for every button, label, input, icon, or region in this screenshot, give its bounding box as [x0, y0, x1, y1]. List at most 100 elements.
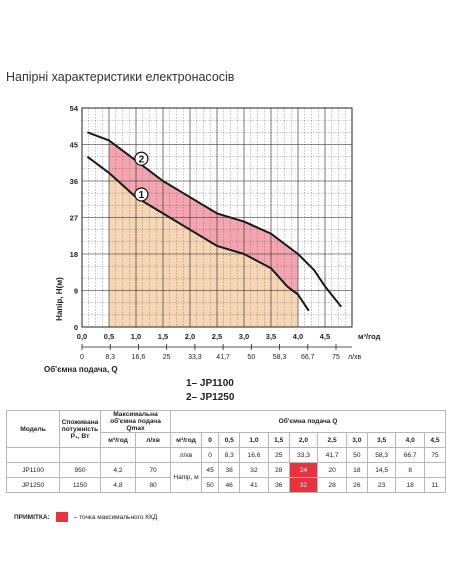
flow-lmin: 0 — [200, 447, 220, 463]
row-qmax-m3: 4,8 — [100, 477, 136, 493]
page-title: Напірні характеристики електронасосів — [6, 70, 235, 84]
x-tick-label-secondary: 75 — [332, 354, 340, 361]
flow-unit-lmin: л/хв — [170, 447, 202, 463]
y-tick-label: 36 — [70, 177, 78, 186]
empty-cell — [6, 447, 60, 463]
col-model-header: Модель — [6, 410, 60, 448]
x-tick-label-secondary: 41,7 — [216, 354, 230, 361]
unit-m3: м³/год — [100, 432, 136, 448]
table-row: JP1250 1150 4,8 80 50 46 41 36 32 28 26 … — [6, 477, 447, 493]
y-axis-label: Напір, Н(м) — [55, 277, 64, 321]
flow-m3: 3,0 — [345, 432, 368, 448]
curve-marker-circle — [134, 187, 149, 202]
row-head: 8 — [395, 462, 425, 478]
flow-lmin: 75 — [423, 447, 447, 463]
flow-lmin: 66,7 — [395, 447, 425, 463]
flow-lmin: 41,7 — [317, 447, 347, 463]
pump-curve-chart: 2 1 54 45 36 27 18 9 0 Напір, Н(м) 0,0 0,5 1,0 1,5 2,0… — [44, 104, 381, 374]
row-head: 45 — [200, 462, 220, 478]
x-tick-label: 3,5 — [266, 332, 276, 341]
spec-table: Модель Споживана потужність P₁, Вт Макси… — [6, 410, 447, 493]
col-qmax-header: Максимальна об'ємна подача Qmax — [100, 410, 171, 433]
x-tick-label-secondary: 25 — [163, 354, 171, 361]
x-tick-label-secondary: 58,3 — [273, 354, 287, 361]
row-qmax-l: 80 — [135, 477, 171, 493]
x-tick-label: 2,0 — [185, 332, 195, 341]
row-head: 28 — [267, 462, 290, 478]
row-head: 11 — [423, 477, 447, 493]
note: ПРИМІТКА: – точка максимального ККД — [14, 512, 157, 522]
head-label: Напір, м — [170, 462, 202, 493]
unit-lmin: л/хв — [135, 432, 171, 448]
y-tick-label: 45 — [70, 141, 78, 150]
plot-frame — [81, 107, 353, 328]
row-head: 18 — [345, 462, 368, 478]
flow-lmin: 25 — [267, 447, 290, 463]
row-head: 20 — [317, 462, 347, 478]
row-head: 46 — [218, 477, 241, 493]
flow-m3: 0,5 — [218, 432, 241, 448]
row-head — [423, 462, 447, 478]
x-tick-label-secondary: 8,3 — [105, 354, 115, 361]
flow-m3: 1,0 — [239, 432, 269, 448]
x-tick-label-secondary: 16,6 — [132, 354, 146, 361]
empty-cell — [135, 447, 171, 463]
x-axis-label: Об'ємна подача, Q — [44, 365, 118, 374]
y-tick-label: 27 — [70, 214, 78, 223]
x-tick-label: 4,5 — [320, 332, 330, 341]
flow-lmin: 8,3 — [218, 447, 241, 463]
row-qmax-l: 70 — [135, 462, 171, 478]
x-unit-primary: м³/год — [358, 332, 381, 341]
x-tick-label: 0,5 — [104, 332, 114, 341]
row-model: JP1100 — [6, 462, 60, 478]
curve-series-2 — [87, 131, 342, 308]
flow-m3: 2,0 — [288, 432, 319, 448]
row-head: 36 — [267, 477, 290, 493]
x-tick-label-secondary: 0 — [80, 354, 84, 361]
row-model: JP1250 — [6, 477, 60, 493]
flow-lmin: 50 — [345, 447, 368, 463]
x-tick-label: 1,5 — [158, 332, 168, 341]
max-efficiency-swatch — [55, 512, 68, 522]
x-tick-label: 2,5 — [212, 332, 222, 341]
col-power-header: Споживана потужність P₁, Вт — [59, 410, 101, 448]
x-unit-secondary: л/хв — [348, 354, 362, 361]
flow-m3: 4,0 — [395, 432, 425, 448]
row-head: 50 — [200, 477, 220, 493]
curve-marker-circle — [134, 151, 149, 166]
flow-m3: 2,5 — [317, 432, 347, 448]
empty-cell — [100, 447, 136, 463]
flow-m3: 0 — [200, 432, 220, 448]
y-tick-label: 9 — [74, 287, 78, 296]
x-tick-label: 0,0 — [77, 332, 87, 341]
x-tick-label-secondary: 50 — [247, 354, 255, 361]
curve-marker-label: 1 — [139, 190, 145, 201]
col-flow-header: Об'ємна подача Q — [170, 410, 446, 433]
row-qmax-m3: 4,2 — [100, 462, 136, 478]
note-label: ПРИМІТКА: — [14, 513, 50, 521]
table-row: JP1100 950 4,2 70 Напір, м 45 38 32 28 2… — [6, 462, 447, 493]
flow-lmin: 33,3 — [288, 447, 319, 463]
y-tick-label: 0 — [74, 323, 78, 332]
y-tick-label: 18 — [70, 250, 78, 259]
empty-cell — [59, 447, 101, 463]
row-head: 26 — [345, 477, 368, 493]
row-power: 950 — [59, 462, 101, 478]
flow-unit-m3: м³/год — [170, 432, 202, 448]
row-head: 38 — [218, 462, 241, 478]
curve-series-1 — [86, 155, 310, 312]
row-head: 28 — [317, 477, 347, 493]
flow-lmin: 58,3 — [366, 447, 397, 463]
flow-m3: 1,5 — [267, 432, 290, 448]
flow-lmin: 16,6 — [239, 447, 269, 463]
y-tick-label: 54 — [70, 104, 79, 113]
x-tick-label: 4,0 — [293, 332, 303, 341]
x-tick-label: 3,0 — [239, 332, 249, 341]
x-tick-label: 1,0 — [131, 332, 141, 341]
row-head: 18 — [395, 477, 425, 493]
row-head: 41 — [239, 477, 269, 493]
x-tick-label-secondary: 66,7 — [301, 354, 315, 361]
row-head: 23 — [366, 477, 397, 493]
curve-marker-label: 2 — [139, 154, 145, 165]
flow-m3: 3,5 — [366, 432, 397, 448]
